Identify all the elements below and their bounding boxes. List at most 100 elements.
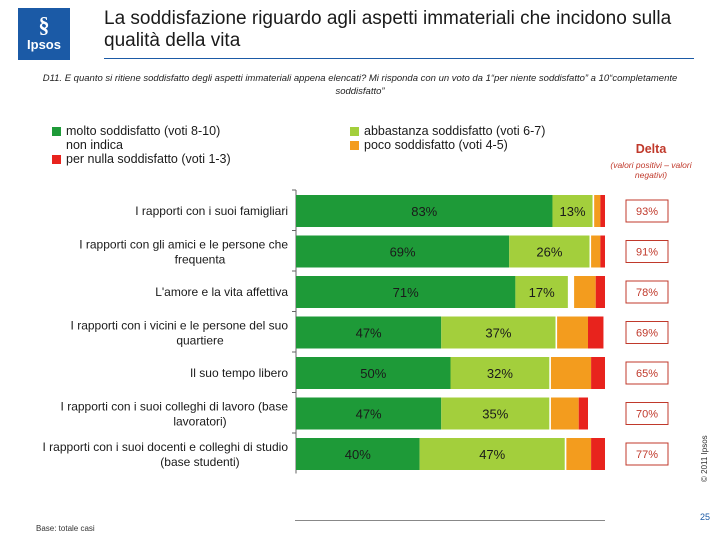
category-label: L'amore e la vita affettiva: [155, 285, 288, 299]
bar-segment-3: [592, 195, 595, 227]
data-label: 35%: [482, 407, 508, 422]
bar-segment-1: [296, 397, 442, 430]
legend-item-per-nulla: per nulla soddisfatto (voti 1-3): [52, 152, 231, 166]
data-label: 83%: [411, 204, 437, 219]
delta-value: 77%: [636, 449, 658, 461]
legend-left: molto soddisfatto (voti 8-10) non indica…: [52, 124, 231, 166]
bar-segment-1: [296, 235, 510, 268]
bar-segment-2: [419, 438, 565, 470]
bar-segment-3: [549, 397, 551, 430]
data-label: 13%: [560, 204, 586, 219]
bar-segment-4: [550, 397, 579, 430]
category-label: I rapporti con i vicini e le persone del…: [71, 319, 289, 348]
delta-box: [625, 280, 669, 304]
delta-value: 70%: [636, 409, 658, 421]
title-divider: [104, 58, 694, 59]
bar-segment-4: [594, 195, 601, 227]
bar-segment-2: [441, 316, 556, 349]
legend-label-poco: poco soddisfatto (voti 4-5): [364, 138, 508, 152]
ipsos-logo-word: Ipsos: [27, 37, 61, 52]
bar-segment-2: [509, 235, 590, 268]
legend-swatch-per-nulla: [52, 154, 61, 164]
legend-swatch-poco: [350, 140, 359, 150]
legend-item-non-indica: non indica: [52, 138, 231, 152]
data-label: 32%: [487, 366, 513, 381]
category-label: I rapporti con i suoi famigliari: [135, 204, 288, 218]
bar-segment-3: [589, 235, 592, 268]
category-label: I rapporti con i suoi colleghi di lavoro…: [61, 400, 289, 429]
bar-segment-1: [296, 316, 442, 349]
legend-right: abbastanza soddisfatto (voti 6-7) poco s…: [350, 124, 545, 152]
bar-segment-4: [557, 316, 589, 349]
category-label: I rapporti con i suoi docenti e colleghi…: [43, 440, 289, 469]
delta-box: [625, 402, 669, 425]
delta-value: 91%: [636, 247, 658, 259]
legend-item-poco: poco soddisfatto (voti 4-5): [350, 138, 545, 152]
category-label: Il suo tempo libero: [190, 366, 288, 380]
delta-value: 93%: [636, 206, 658, 218]
page-number: 25: [700, 512, 711, 522]
bar-segment-1: [296, 195, 553, 227]
delta-box: [625, 442, 669, 466]
delta-box: [625, 240, 669, 263]
survey-question: D11. E quanto si ritiene soddisfatto deg…: [42, 73, 678, 97]
bar-segment-1: [296, 276, 516, 308]
legend-label-molto: molto soddisfatto (voti 8-10): [66, 124, 221, 138]
legend-label-abbastanza: abbastanza soddisfatto (voti 6-7): [364, 124, 546, 138]
bar-segment-3: [549, 357, 551, 389]
bar-segment-5: [578, 397, 589, 430]
data-label: 50%: [360, 366, 386, 381]
data-label: 47%: [356, 407, 382, 422]
legend-item-abbastanza: abbastanza soddisfatto (voti 6-7): [350, 124, 545, 138]
data-label: 37%: [485, 326, 511, 341]
delta-header: Delta (valori positivi – valori negativi…: [606, 142, 696, 180]
delta-box: [625, 199, 669, 223]
legend-swatch-molto: [52, 126, 61, 136]
ipsos-logo: § Ipsos: [18, 8, 70, 60]
bar-segment-4: [566, 438, 592, 470]
copyright-note: © 2011 Ipsos: [700, 435, 709, 482]
bar-segment-3: [567, 276, 575, 308]
delta-value: 69%: [636, 328, 658, 340]
delta-value: 78%: [636, 287, 658, 299]
legend-swatch-abbastanza: [350, 126, 359, 136]
bar-segment-4: [550, 357, 592, 389]
data-label: 17%: [529, 285, 555, 300]
bar-segment-2: [441, 397, 550, 430]
delta-box: [625, 321, 669, 344]
bar-segment-4: [591, 235, 601, 268]
bar-segment-5: [600, 195, 605, 227]
data-label: 40%: [345, 447, 371, 462]
bar-segment-2: [515, 276, 568, 308]
legend-label-per-nulla: per nulla soddisfatto (voti 1-3): [66, 152, 231, 166]
bar-segment-1: [296, 357, 451, 389]
bottom-divider: [295, 520, 605, 521]
data-label: 69%: [390, 245, 416, 260]
legend-label-non-indica: non indica: [66, 138, 123, 152]
delta-box: [625, 361, 669, 385]
bar-segment-5: [588, 316, 604, 349]
bar-segment-2: [552, 195, 593, 227]
data-label: 47%: [479, 447, 505, 462]
category-label: I rapporti con gli amici e le persone ch…: [79, 238, 288, 267]
delta-value: 65%: [636, 368, 658, 380]
bar-segment-2: [450, 357, 550, 389]
bar-segment-5: [595, 276, 605, 308]
bar-segment-5: [600, 235, 605, 268]
ipsos-logo-mark: §: [38, 12, 50, 37]
bar-segment-5: [591, 357, 605, 389]
bar-segment-1: [296, 438, 420, 470]
data-label: 71%: [393, 285, 419, 300]
delta-subtitle: (valori positivi – valori negativi): [610, 160, 692, 180]
bar-segment-3: [564, 438, 567, 470]
page-title: La soddisfazione riguardo agli aspetti i…: [104, 8, 672, 51]
bar-segment-5: [591, 438, 605, 470]
bar-segment-3: [555, 316, 558, 349]
delta-title: Delta: [635, 142, 667, 156]
base-note: Base: totale casi: [36, 524, 95, 533]
data-label: 26%: [536, 245, 562, 260]
bar-segment-4: [574, 276, 596, 308]
data-label: 47%: [356, 326, 382, 341]
legend-item-molto: molto soddisfatto (voti 8-10): [52, 124, 231, 138]
